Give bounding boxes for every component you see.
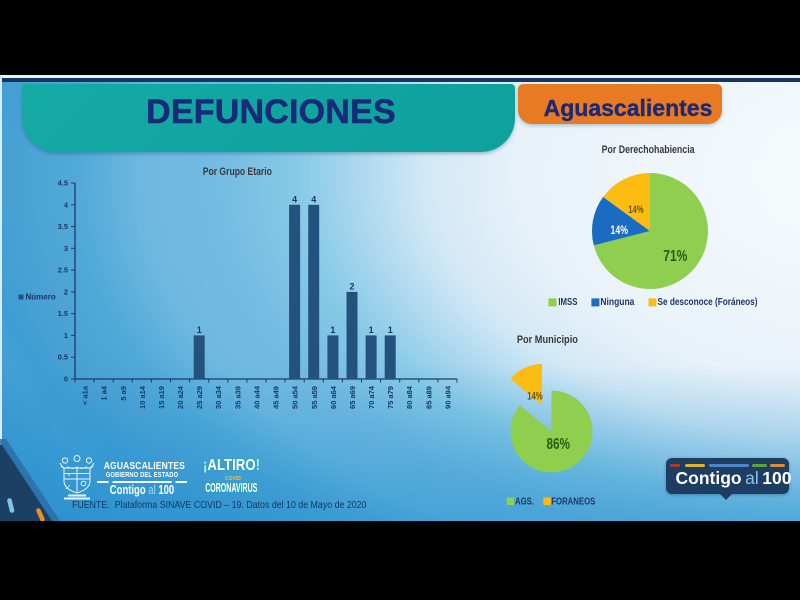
svg-text:71%: 71%	[663, 248, 687, 265]
svg-text:4: 4	[64, 200, 69, 209]
svg-text:Se desconoce (Foráneos): Se desconoce (Foráneos)	[658, 296, 758, 308]
svg-text:< a1a: < a1a	[81, 385, 90, 405]
svg-text:FORANEOS: FORANEOS	[551, 496, 595, 508]
svg-text:14%: 14%	[628, 204, 644, 216]
svg-text:86%: 86%	[547, 436, 571, 453]
svg-text:1: 1	[369, 325, 374, 335]
svg-text:30 a34: 30 a34	[214, 385, 223, 409]
svg-text:1 a4: 1 a4	[100, 385, 109, 400]
svg-text:1: 1	[388, 325, 393, 335]
svg-text:40 a44: 40 a44	[253, 385, 262, 409]
svg-text:3: 3	[64, 244, 68, 253]
svg-text:14%: 14%	[527, 390, 543, 402]
svg-text:70 a74: 70 a74	[367, 385, 376, 409]
svg-text:IMSS: IMSS	[558, 296, 577, 308]
svg-text:1: 1	[64, 331, 68, 340]
svg-text:85 a89: 85 a89	[424, 386, 433, 409]
svg-text:3.5: 3.5	[58, 222, 68, 231]
svg-text:75 a79: 75 a79	[386, 386, 395, 409]
svg-text:80 a84: 80 a84	[405, 385, 414, 409]
svg-text:55 a59: 55 a59	[310, 386, 319, 409]
svg-text:65 a69: 65 a69	[348, 386, 357, 409]
svg-text:15 a19: 15 a19	[157, 386, 166, 409]
svg-text:4: 4	[311, 194, 316, 204]
svg-text:90 a94: 90 a94	[444, 385, 453, 409]
svg-text:2.5: 2.5	[58, 266, 68, 275]
svg-text:35 a39: 35 a39	[233, 386, 242, 409]
svg-text:10 a14: 10 a14	[138, 385, 147, 409]
svg-text:4: 4	[292, 194, 297, 204]
svg-text:0: 0	[64, 375, 68, 384]
svg-text:Número: Número	[26, 293, 56, 302]
svg-text:2: 2	[64, 287, 68, 296]
svg-text:Ninguna: Ninguna	[600, 296, 634, 308]
svg-text:AGS.: AGS.	[515, 496, 534, 508]
svg-text:1: 1	[197, 325, 202, 335]
svg-text:14%: 14%	[611, 225, 629, 237]
svg-text:4.5: 4.5	[58, 179, 68, 188]
svg-text:60 a64: 60 a64	[329, 385, 338, 409]
svg-text:50 a54: 50 a54	[291, 385, 300, 409]
svg-text:0.5: 0.5	[58, 353, 68, 362]
svg-text:2: 2	[349, 281, 354, 291]
svg-text:1: 1	[330, 325, 335, 335]
svg-text:45 a49: 45 a49	[272, 386, 281, 409]
svg-text:5 a9: 5 a9	[119, 386, 128, 401]
svg-text:20 a24: 20 a24	[176, 385, 185, 409]
svg-text:1.5: 1.5	[58, 309, 68, 318]
svg-text:25 a29: 25 a29	[195, 386, 204, 409]
